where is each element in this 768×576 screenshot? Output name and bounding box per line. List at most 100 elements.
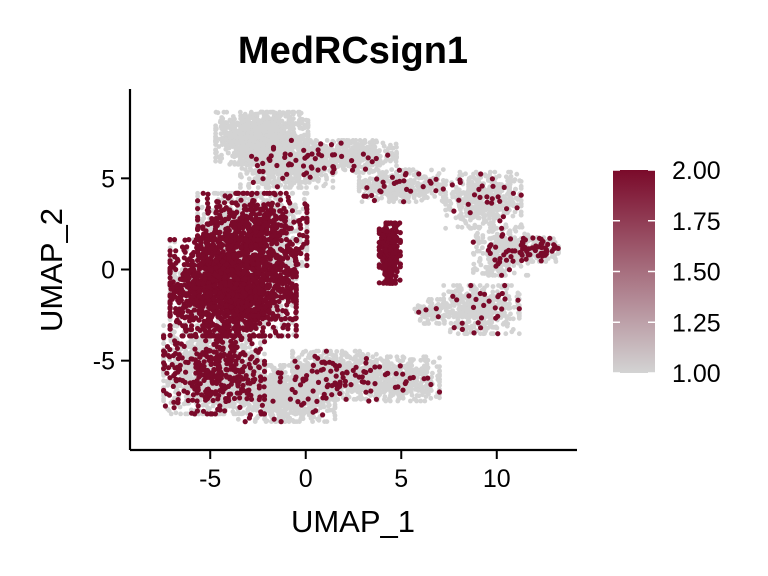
data-point bbox=[320, 146, 326, 152]
data-point bbox=[217, 159, 223, 164]
data-point bbox=[217, 119, 223, 125]
data-point bbox=[250, 144, 255, 150]
data-point bbox=[245, 146, 251, 152]
data-point bbox=[370, 138, 375, 143]
data-point bbox=[230, 114, 236, 119]
data-point bbox=[330, 178, 336, 184]
data-point bbox=[313, 185, 319, 190]
data-point bbox=[223, 136, 229, 142]
data-point bbox=[411, 195, 417, 201]
data-point bbox=[237, 109, 243, 115]
data-point bbox=[321, 183, 327, 189]
data-point bbox=[285, 109, 290, 115]
data-point bbox=[356, 174, 362, 180]
data-point bbox=[224, 109, 230, 115]
data-point bbox=[199, 217, 205, 222]
data-point bbox=[265, 123, 270, 129]
data-point bbox=[166, 408, 172, 413]
data-point bbox=[279, 163, 285, 169]
data-point bbox=[213, 127, 219, 133]
data-point bbox=[374, 150, 380, 156]
data-point bbox=[325, 152, 330, 158]
data-point bbox=[165, 383, 171, 388]
data-point bbox=[276, 179, 281, 185]
data-point bbox=[238, 116, 244, 122]
data-point bbox=[305, 133, 310, 139]
data-point bbox=[213, 158, 219, 164]
data-point bbox=[266, 174, 271, 180]
data-point bbox=[247, 166, 253, 171]
data-point bbox=[297, 134, 303, 140]
data-point bbox=[429, 167, 434, 173]
data-point bbox=[323, 172, 328, 178]
data-point bbox=[297, 125, 303, 131]
data-point bbox=[299, 120, 305, 126]
data-point bbox=[231, 132, 237, 137]
data-point bbox=[244, 152, 250, 157]
data-point bbox=[225, 150, 231, 156]
data-point bbox=[235, 135, 241, 141]
data-point bbox=[417, 193, 422, 199]
data-point bbox=[357, 179, 363, 184]
data-point bbox=[215, 191, 221, 197]
data-point bbox=[258, 153, 263, 159]
data-point bbox=[421, 174, 427, 180]
data-point bbox=[376, 183, 381, 189]
data-point bbox=[238, 144, 243, 150]
data-point bbox=[389, 167, 395, 173]
data-point bbox=[242, 111, 248, 117]
data-point bbox=[393, 141, 399, 147]
data-point bbox=[227, 117, 233, 123]
data-point bbox=[366, 179, 372, 185]
data-point bbox=[286, 117, 292, 123]
data-point bbox=[262, 351, 267, 357]
data-point bbox=[359, 199, 365, 205]
data-point bbox=[213, 109, 219, 115]
data-point bbox=[386, 199, 392, 205]
data-point bbox=[380, 140, 386, 146]
data-point bbox=[323, 157, 329, 163]
data-point bbox=[291, 111, 296, 117]
data-point bbox=[294, 169, 300, 174]
data-point bbox=[273, 158, 279, 164]
data-point bbox=[384, 169, 389, 175]
data-point bbox=[238, 172, 243, 177]
data-point bbox=[438, 191, 443, 197]
data-point bbox=[246, 185, 252, 190]
data-point bbox=[343, 162, 349, 167]
data-point bbox=[214, 136, 220, 142]
data-point bbox=[311, 170, 316, 175]
data-point bbox=[343, 149, 348, 155]
data-point bbox=[290, 168, 296, 174]
data-point bbox=[285, 124, 290, 130]
data-point bbox=[390, 145, 396, 151]
data-point bbox=[293, 121, 299, 126]
data-point bbox=[238, 156, 243, 161]
data-point bbox=[241, 126, 247, 132]
data-point bbox=[297, 209, 302, 215]
data-point bbox=[370, 185, 376, 191]
data-point bbox=[219, 116, 225, 121]
data-point bbox=[374, 162, 380, 168]
data-point bbox=[269, 109, 275, 115]
data-point bbox=[161, 323, 167, 329]
data-point bbox=[274, 122, 279, 128]
data-point bbox=[289, 148, 294, 153]
data-point bbox=[300, 117, 305, 122]
data-point bbox=[384, 191, 389, 197]
data-point bbox=[261, 115, 267, 121]
data-point bbox=[271, 175, 277, 180]
data-point bbox=[344, 154, 350, 160]
data-point bbox=[290, 190, 296, 196]
data-point bbox=[305, 122, 311, 128]
data-point bbox=[265, 114, 271, 120]
data-point bbox=[249, 131, 254, 137]
data-point bbox=[301, 196, 307, 202]
data-point bbox=[310, 140, 316, 146]
data-point bbox=[388, 194, 394, 199]
data-point bbox=[199, 204, 205, 210]
data-point bbox=[266, 170, 271, 176]
data-point bbox=[277, 169, 283, 174]
data-point bbox=[227, 139, 233, 144]
data-point bbox=[265, 180, 271, 186]
